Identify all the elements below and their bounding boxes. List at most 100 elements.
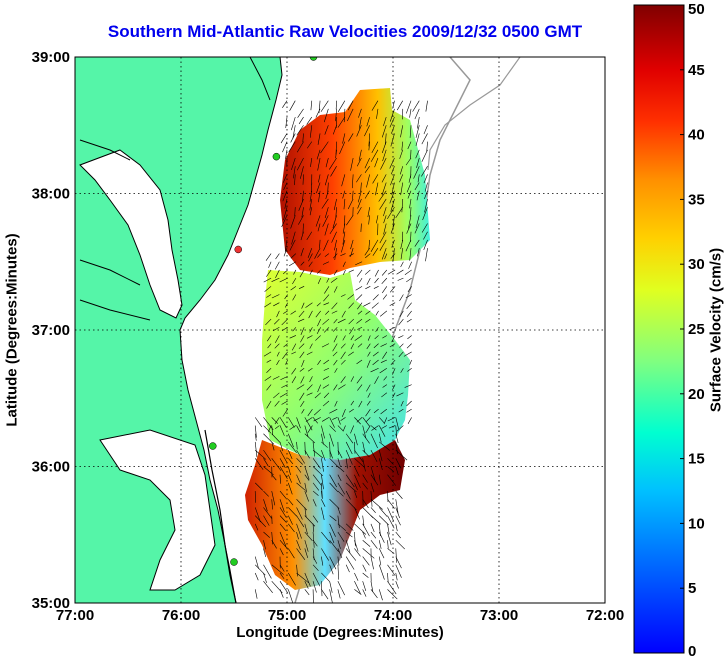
velocity-arrow <box>339 141 346 155</box>
velocity-arrow <box>366 359 371 368</box>
velocity-arrow <box>374 157 379 168</box>
velocity-arrow <box>390 198 395 212</box>
velocity-arrow <box>389 108 395 122</box>
velocity-arrow <box>348 302 355 309</box>
velocity-arrow <box>309 198 313 211</box>
velocity-arrow <box>372 174 379 184</box>
velocity-arrow <box>405 100 412 114</box>
velocity-arrow <box>391 335 396 343</box>
velocity-arrow <box>306 392 313 396</box>
velocity-arrow <box>304 449 310 459</box>
velocity-arrow <box>383 215 387 224</box>
velocity-arrow <box>379 515 389 526</box>
velocity-arrow <box>345 523 354 531</box>
velocity-arrow <box>321 531 331 544</box>
velocity-arrow <box>378 433 382 443</box>
velocity-arrow <box>362 425 367 439</box>
velocity-arrow <box>389 157 395 169</box>
velocity-arrow <box>372 359 379 366</box>
velocity-arrow <box>296 466 302 473</box>
colorbar-tick-label: 5 <box>688 580 696 597</box>
velocity-arrow <box>279 392 288 398</box>
velocity-arrow <box>279 474 281 484</box>
velocity-arrow <box>329 482 339 492</box>
velocity-arrow <box>345 482 357 493</box>
velocity-arrow <box>341 310 346 318</box>
velocity-arrow <box>380 408 388 415</box>
velocity-arrow <box>320 141 329 154</box>
velocity-arrow <box>274 335 280 344</box>
velocity-arrow <box>406 408 412 413</box>
velocity-arrow <box>322 400 330 407</box>
velocity-arrow <box>288 441 297 454</box>
velocity-arrow <box>350 400 355 406</box>
velocity-arrow <box>414 223 420 234</box>
velocity-arrow <box>366 400 371 406</box>
velocity-arrow <box>309 376 313 383</box>
delaware-bay-coast <box>249 57 271 101</box>
velocity-arrow <box>329 556 337 570</box>
velocity-arrow <box>312 531 315 548</box>
velocity-arrow <box>299 392 305 401</box>
velocity-arrow <box>389 343 396 348</box>
velocity-arrow <box>392 368 396 375</box>
velocity-arrow <box>318 100 321 114</box>
velocity-arrow <box>300 335 305 343</box>
velocity-arrow <box>374 376 379 384</box>
velocity-arrow <box>307 141 313 149</box>
velocity-arrow <box>423 231 428 240</box>
velocity-arrow <box>279 458 286 468</box>
velocity-arrow <box>323 367 330 371</box>
velocity-arrow <box>425 100 428 112</box>
velocity-arrow <box>309 269 313 275</box>
velocity-arrow <box>347 198 354 210</box>
velocity-arrow <box>285 149 288 160</box>
velocity-arrow <box>354 441 356 454</box>
y-tick-label: 39:00 <box>32 49 70 66</box>
velocity-arrow <box>414 239 420 247</box>
velocity-arrow <box>364 125 370 137</box>
velocity-arrow <box>266 400 272 409</box>
velocity-arrow <box>342 231 346 245</box>
velocity-arrow <box>298 215 304 225</box>
velocity-arrow <box>383 376 388 381</box>
velocity-arrow <box>400 239 404 250</box>
velocity-arrow <box>378 417 385 424</box>
velocity-arrow <box>318 190 321 203</box>
velocity-arrow <box>333 335 338 343</box>
velocity-arrow <box>407 141 412 150</box>
velocity-arrow <box>312 482 320 491</box>
velocity-arrow <box>404 384 412 388</box>
velocity-arrow <box>287 433 294 448</box>
velocity-arrow <box>409 108 412 118</box>
velocity-arrow <box>345 450 353 465</box>
velocity-arrow <box>354 458 365 468</box>
velocity-arrow <box>396 392 404 397</box>
velocity-arrow <box>254 433 257 441</box>
velocity-arrow <box>290 116 296 131</box>
velocity-arrow <box>403 351 412 357</box>
velocity-arrow <box>401 141 404 151</box>
colorbar-tick-label: 45 <box>688 62 705 79</box>
velocity-arrow <box>296 507 303 520</box>
velocity-arrow <box>381 174 387 183</box>
velocity-arrow <box>323 294 330 302</box>
velocity-arrow <box>370 531 377 539</box>
y-axis-label: Latitude (Degrees:Minutes) <box>3 233 21 427</box>
velocity-arrow <box>371 100 379 111</box>
velocity-arrow <box>362 572 369 578</box>
velocity-arrow <box>306 231 313 241</box>
velocity-arrow <box>376 215 379 224</box>
velocity-arrow <box>271 564 284 575</box>
velocity-arrow <box>364 166 370 173</box>
velocity-arrow <box>340 351 346 360</box>
velocity-arrow <box>392 384 396 390</box>
velocity-arrow <box>299 166 304 179</box>
velocity-arrow <box>312 499 317 507</box>
velocity-arrow <box>317 253 321 258</box>
velocity-arrow <box>263 433 275 445</box>
velocity-arrow <box>379 310 388 317</box>
bay-tributary-1 <box>79 139 131 161</box>
velocity-arrow <box>274 425 280 430</box>
